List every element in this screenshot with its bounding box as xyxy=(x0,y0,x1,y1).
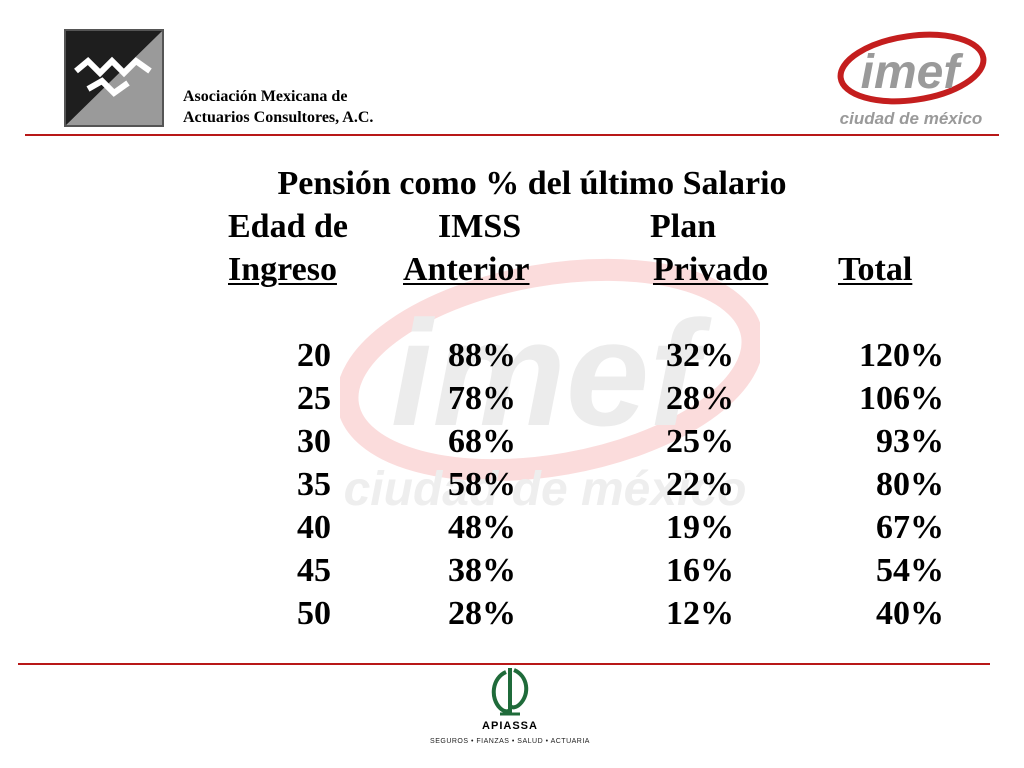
apiassa-name: APIASSA xyxy=(482,720,538,732)
imef-logo: imef ciudad de méxico xyxy=(832,26,990,130)
org-name-line1: Asociación Mexicana de xyxy=(183,88,348,105)
header-plan-line1: Plan xyxy=(650,208,717,245)
cell-total: 67% xyxy=(876,509,944,546)
cell-total: 106% xyxy=(859,380,944,417)
header-total: Total xyxy=(838,251,913,288)
cell-imss: 58% xyxy=(448,466,516,503)
bottom-divider xyxy=(18,663,990,665)
cell-age: 35 xyxy=(297,466,331,503)
cell-total: 120% xyxy=(859,337,944,374)
cell-private: 28% xyxy=(666,380,734,417)
cell-imss: 38% xyxy=(448,552,516,589)
cell-age: 20 xyxy=(297,337,331,374)
top-divider xyxy=(25,134,999,136)
cell-imss: 68% xyxy=(448,423,516,460)
cell-age: 40 xyxy=(297,509,331,546)
apiassa-emblem xyxy=(491,668,529,716)
cell-age: 30 xyxy=(297,423,331,460)
amac-logo-graphic xyxy=(66,31,162,125)
apiassa-logo: APIASSA SEGUROS • FIANZAS • SALUD • ACTU… xyxy=(400,664,620,754)
cell-total: 93% xyxy=(876,423,944,460)
header-age-line2: Ingreso xyxy=(228,251,337,288)
cell-age: 45 xyxy=(297,552,331,589)
cell-total: 40% xyxy=(876,595,944,632)
cell-imss: 78% xyxy=(448,380,516,417)
header-age-line1: Edad de xyxy=(228,208,348,245)
cell-imss: 48% xyxy=(448,509,516,546)
cell-private: 12% xyxy=(666,595,734,632)
cell-age: 50 xyxy=(297,595,331,632)
apiassa-tagline: SEGUROS • FIANZAS • SALUD • ACTUARIA xyxy=(430,738,590,745)
table-title: Pensión como % del último Salario xyxy=(277,165,787,202)
watermark-text: imef xyxy=(391,289,712,457)
cell-private: 32% xyxy=(666,337,734,374)
cell-private: 25% xyxy=(666,423,734,460)
imef-watermark: imef ciudad de méxico xyxy=(336,250,764,540)
cell-private: 19% xyxy=(666,509,734,546)
imef-logo-subtitle: ciudad de méxico xyxy=(840,109,983,128)
cell-imss: 88% xyxy=(448,337,516,374)
cell-total: 80% xyxy=(876,466,944,503)
org-name-line2: Actuarios Consultores, A.C. xyxy=(183,109,374,126)
cell-age: 25 xyxy=(297,380,331,417)
cell-private: 22% xyxy=(666,466,734,503)
cell-total: 54% xyxy=(876,552,944,589)
imef-logo-text: imef xyxy=(861,46,964,99)
cell-imss: 28% xyxy=(448,595,516,632)
watermark-subtitle: ciudad de méxico xyxy=(344,463,747,516)
header-imss-line2: Anterior xyxy=(403,251,530,288)
header-plan-line2: Privado xyxy=(653,251,769,288)
org-name: Asociación Mexicana de Actuarios Consult… xyxy=(183,86,373,128)
header-imss-line1: IMSS xyxy=(438,208,522,245)
amac-logo xyxy=(64,29,164,127)
cell-private: 16% xyxy=(666,552,734,589)
